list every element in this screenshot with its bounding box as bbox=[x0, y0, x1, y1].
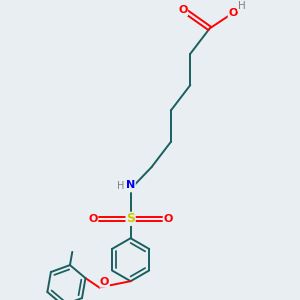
Text: S: S bbox=[126, 212, 135, 225]
Text: O: O bbox=[228, 8, 238, 19]
Text: H: H bbox=[238, 1, 245, 11]
Text: O: O bbox=[88, 214, 98, 224]
Text: N: N bbox=[126, 180, 135, 190]
Text: H: H bbox=[117, 181, 125, 191]
Text: O: O bbox=[100, 277, 109, 287]
Text: O: O bbox=[164, 214, 173, 224]
Text: O: O bbox=[178, 5, 188, 16]
